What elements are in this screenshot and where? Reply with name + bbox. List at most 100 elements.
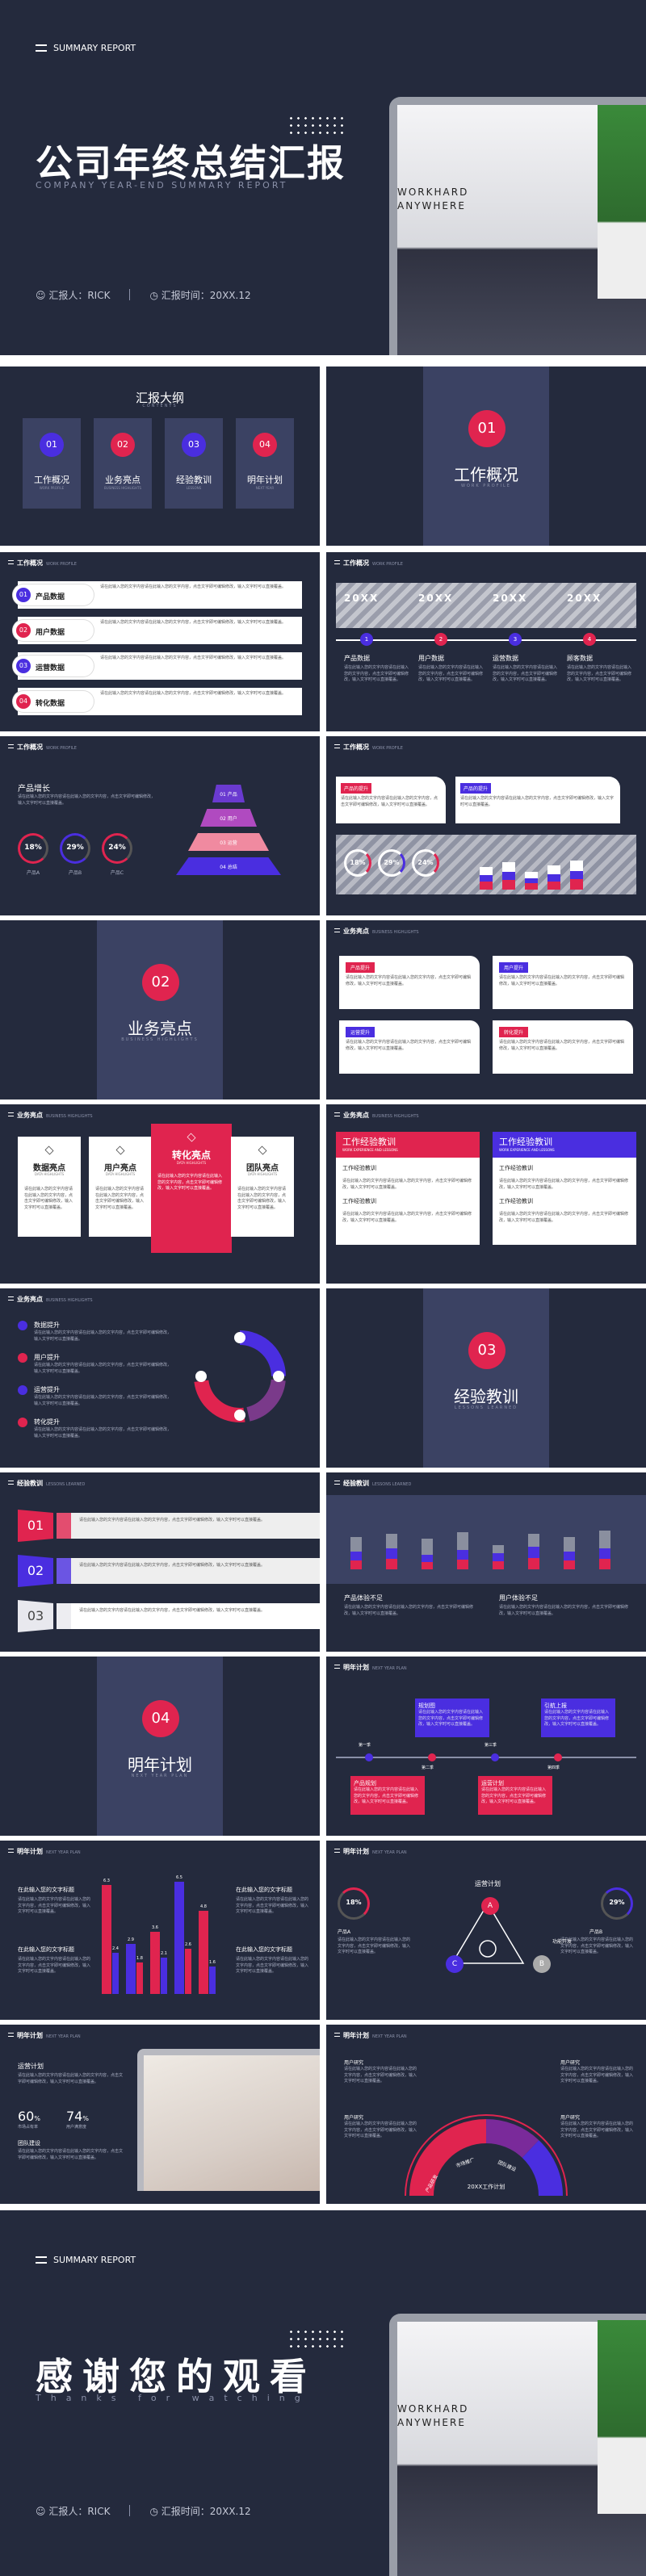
highlight-card: 产品提升 请在此输入您的文字内容请在此输入您的文字内容，点击文字即可编辑修改，输入… [339,956,480,1009]
strip-background [57,1603,320,1629]
list-body: 请在此输入您的文字内容请在此输入您的文字内容，点击文字即可编辑修改，输入文字时可… [34,1427,172,1439]
box-body: 请在此输入您的文字内容请在此输入您的文字内容，点击文字即可编辑修改，输入文字时可… [481,1787,547,1804]
agenda-en: NEXT YEAR [255,486,275,490]
chart-annotation-body: 请在此输入您的文字内容请在此输入您的文字内容，点击文字即可编辑修改，输入文字时可… [18,1957,91,1974]
bar-segment [386,1548,397,1559]
bar [528,1534,539,1569]
section-subtitle: NEXT YEAR PLAN [131,1774,189,1778]
dot-grid [287,2328,344,2351]
agenda-item[interactable]: 01 工作概况 WORK PROFILE [23,418,81,509]
timeline-node: 1 [360,633,373,646]
plan-box: 规划图 请在此输入您的文字内容请在此输入您的文字内容，点击文字即可编辑修改，输入文… [415,1698,489,1737]
bar [126,1943,136,1994]
item-body: 请在此输入您的文字内容请在此输入您的文字内容，点击文字即可编辑修改，输入文字时可… [100,584,287,589]
box-body: 请在此输入您的文字内容请在此输入您的文字内容，点击文字即可编辑修改，输入文字时可… [418,1710,484,1727]
section-title: 明年计划 [128,1755,192,1774]
timeline-node [428,1753,436,1761]
lesson-card: 工作经验教训 WORK EXPERIENCE AND LESSONS 工作经验教训… [493,1132,636,1245]
card-title: 产品提升 [346,962,375,973]
box-title: 运营计划 [481,1780,504,1786]
timeline-node: 4 [583,633,596,646]
info-card: 产品的提升 请在此输入您的文字内容请在此输入您的文字内容，点击文字即可编辑修改，… [336,777,446,823]
bar-segment [457,1560,468,1569]
slide-product-cards: 工作概况 WORK PROFILE 产品的提升 请在此输入您的文字内容请在此输入您… [326,736,646,915]
card-body: 请在此输入您的文字内容请在此输入您的文字内容，点击文字即可编辑修改，输入文字时可… [341,796,438,807]
agenda-subtitle: CONTENTS [142,404,178,408]
card-sub: 工作经验教训 [342,1165,376,1171]
user-icon: ☺ [36,2506,46,2517]
bar [386,1534,397,1569]
item-number: 02 [16,623,31,638]
report-date: 汇报时间：20XX.12 [161,2506,251,2517]
menu-icon[interactable] [36,44,47,52]
agenda-label: 业务亮点 [105,475,141,485]
timeline-label: 运营数据 [493,655,518,662]
stats-title: 运营计划 [18,2063,44,2070]
layers-icon [187,1133,196,1142]
section-subtitle: BUSINESS HIGHLIGHTS [121,1037,199,1042]
progress-ring: 18% [18,833,48,864]
timeline-line [336,1757,636,1758]
column-body: 请在此输入您的文字内容请在此输入您的文字内容，点击文字即可编辑修改，输入文字时可… [95,1187,145,1210]
list-body: 请在此输入您的文字内容请在此输入您的文字内容，点击文字即可编辑修改，输入文字时可… [34,1363,172,1374]
chart-annotation-title: 在此输入您的文字标题 [18,1887,74,1893]
ring-label: 产品C [110,870,124,876]
strip-body: 请在此输入您的文字内容请在此输入您的文字内容，点击文字即可编辑修改，输入文字时可… [79,1608,266,1613]
item-tag: 04 转化数据 [13,691,94,712]
agenda-item[interactable]: 03 经验教训 LESSONS [165,418,223,509]
chart-annotation-title: 在此输入您的文字标题 [236,1887,292,1893]
laptop-image [137,2049,320,2191]
bar-segment [386,1559,397,1569]
list-marker [18,1385,27,1395]
bar-segment [502,880,515,890]
agenda-item[interactable]: 04 明年计划 NEXT YEAR [236,418,294,509]
cover-slide: SUMMARY REPORT 公司年终总结汇报 COMPANY YEAR-END… [0,0,646,355]
strip-background [57,1558,320,1584]
strip-body: 请在此输入您的文字内容请在此输入您的文字内容，点击文字即可编辑修改，输入文字时可… [79,1563,266,1568]
column-title: 数据亮点 [33,1164,65,1173]
column-en: DATA HIGHLIGHTS [105,1172,136,1176]
strip-accent [57,1558,71,1584]
info-card: 产品的提升 请在此输入您的文字内容请在此输入您的文字内容，点击文字即可编辑修改，… [455,777,620,823]
bar-segment [570,879,583,890]
section-number: 02 [142,964,179,1001]
box-body: 请在此输入您的文字内容请在此输入您的文字内容，点击文字即可编辑修改，输入文字时可… [354,1787,419,1804]
end-title: 感谢您的观看 [36,2355,317,2398]
slide-header: 明年计划 NEXT YEAR PLAN [334,1847,407,1856]
ring-value: 18% [350,859,366,866]
pyramid-label: 02 用户 [220,816,237,822]
box-title: 产品规划 [354,1780,376,1786]
slide-work-list: 工作概况 WORK PROFILE 01 产品数据 请在此输入您的文字内容请在此输入您… [0,552,320,731]
year-label: 20XX [344,593,380,604]
column-en: DATA HIGHLIGHTS [176,1161,207,1165]
bar-segment [350,1560,362,1569]
chart-annotation-body: 请在此输入您的文字内容请在此输入您的文字内容，点击文字即可编辑修改，输入文字时可… [236,1957,309,1974]
bar [564,1537,575,1569]
timeline-body: 请在此输入您的文字内容请在此输入您的文字内容，点击文字即可编辑修改，输入文字时可… [567,665,632,682]
triangle-diagram [451,1902,525,1964]
plan-box: 产品规划 请在此输入您的文字内容请在此输入您的文字内容，点击文字即可编辑修改，输入… [350,1776,425,1815]
radial-body: 请在此输入您的文字内容请在此输入您的文字内容，点击文字即可编辑修改，输入文字时可… [344,2067,417,2084]
timeline-node [365,1753,373,1761]
bar-segment [457,1550,468,1560]
ring-body: 请在此输入您的文字内容请在此输入您的文字内容，点击文字即可编辑修改，输入文字时可… [338,1937,411,1954]
section-number: 01 [468,410,505,447]
radial-body: 请在此输入您的文字内容请在此输入您的文字内容，点击文字即可编辑修改，输入文字时可… [560,2067,634,2084]
card-body: 请在此输入您的文字内容请在此输入您的文字内容，点击文字即可编辑修改，输入文字时可… [499,975,625,986]
agenda-item[interactable]: 02 业务亮点 BUSINESS HIGHLIGHTS [94,418,152,509]
bar [350,1537,362,1569]
slide-plan-barchart: 明年计划 NEXT YEAR PLAN 在此输入您的文字标题 请在此输入您的文字内容… [0,1841,320,2020]
item-body: 请在此输入您的文字内容请在此输入您的文字内容，点击文字即可编辑修改，输入文字时可… [499,1605,629,1616]
chart-annotation-title: 在此输入您的文字标题 [18,1946,74,1953]
section-title: 业务亮点 [128,1019,192,1038]
quarter-label: 第三季 [484,1743,497,1748]
card-body: 请在此输入您的文字内容请在此输入您的文字内容，点击文字即可编辑修改，输入文字时可… [499,1040,625,1051]
bar-segment [525,878,538,884]
quarter-label: 第四季 [547,1766,560,1770]
section-title: 工作概况 [454,465,518,484]
ring-value: 24% [108,844,126,852]
slide-lessons-chart: 经验教训 LESSONS LEARNED 产品体验不足 请在此输入您的文字内容请在… [326,1472,646,1652]
card-title: 工作经验教训 [499,1137,552,1147]
list-item: 03 运营数据 请在此输入您的文字内容请在此输入您的文字内容，点击文字即可编辑修改，… [13,652,302,680]
menu-icon[interactable] [36,2256,47,2264]
